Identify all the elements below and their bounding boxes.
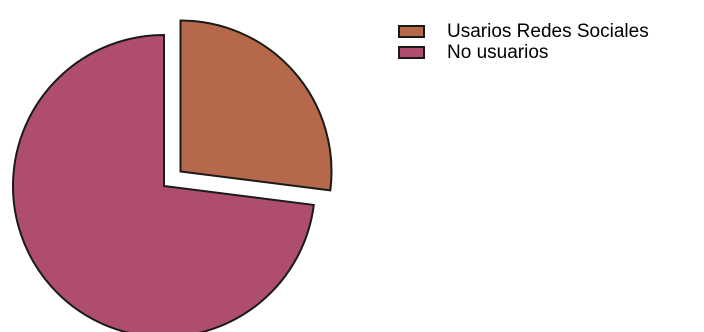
legend-label: Usarios Redes Sociales [447,21,649,42]
legend: Usarios Redes Sociales No usuarios [398,21,649,63]
legend-swatch-no-usuarios [398,46,425,59]
legend-label: No usuarios [447,42,549,63]
legend-item-no-usuarios: No usuarios [398,42,649,63]
pie-slice-no-usuarios [12,33,315,332]
legend-swatch-usarios-redes-sociales [398,25,425,38]
pie-slices [12,19,333,332]
legend-item-usarios-redes-sociales: Usarios Redes Sociales [398,21,649,42]
pie-slice-usarios-redes-sociales [179,19,333,192]
